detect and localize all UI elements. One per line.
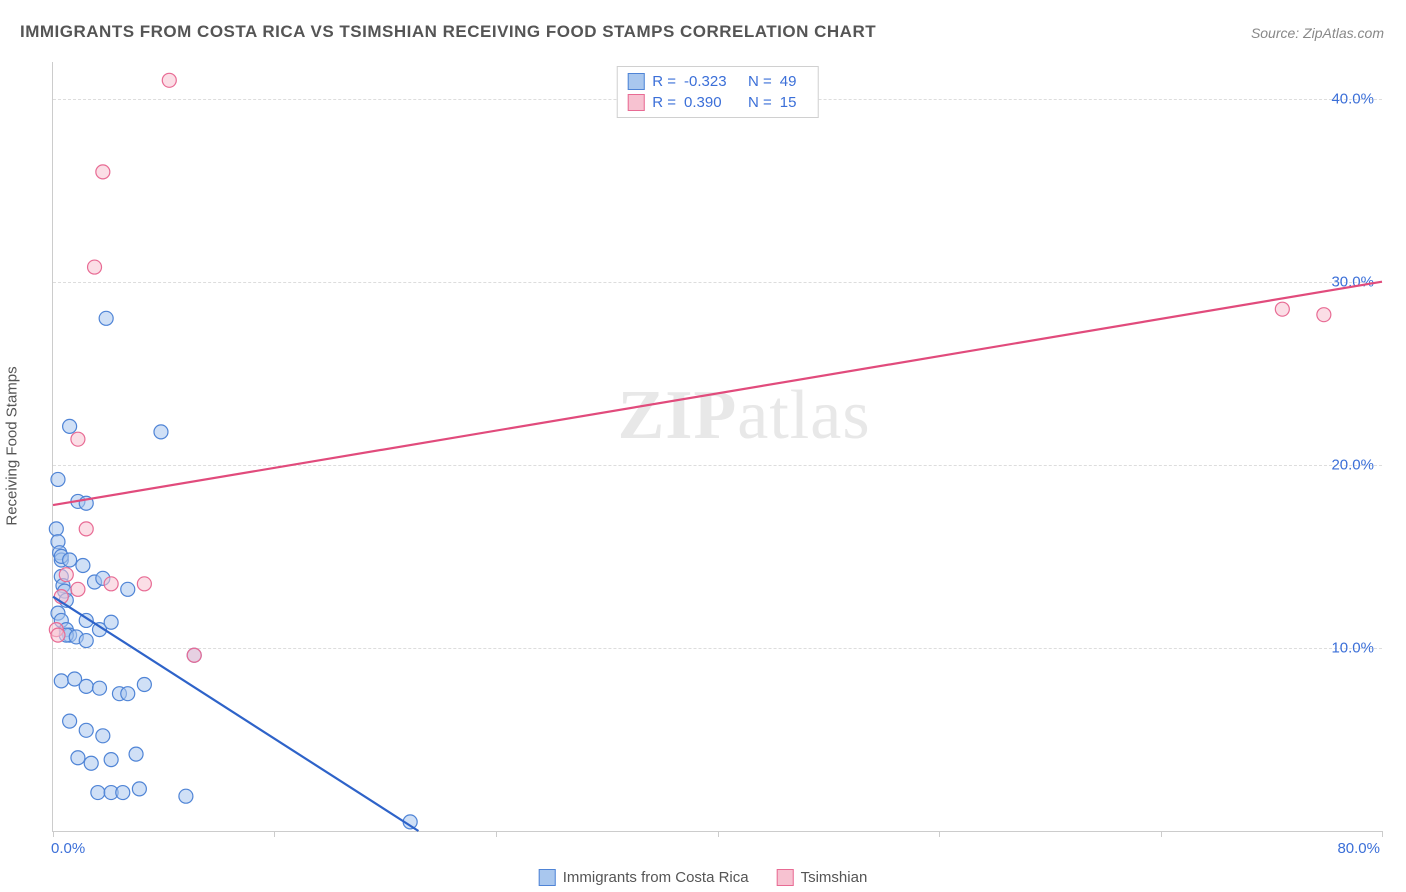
data-point [63, 553, 77, 567]
plot-area: ZIPatlas R = -0.323 N = 49 R = 0.390 N =… [52, 62, 1382, 832]
legend-label: Immigrants from Costa Rica [563, 869, 749, 886]
data-point [121, 687, 135, 701]
data-point [63, 419, 77, 433]
data-point [71, 582, 85, 596]
data-point [104, 753, 118, 767]
data-point [91, 786, 105, 800]
data-point [71, 751, 85, 765]
x-tick [53, 831, 54, 837]
n-label: N = [748, 73, 772, 90]
data-point [132, 782, 146, 796]
y-axis-title: Receiving Food Stamps [4, 366, 21, 525]
chart-title: IMMIGRANTS FROM COSTA RICA VS TSIMSHIAN … [20, 22, 876, 42]
data-point [162, 73, 176, 87]
x-tick [1382, 831, 1383, 837]
data-point [49, 522, 63, 536]
x-tick-label: 80.0% [1337, 840, 1380, 857]
legend-series: Immigrants from Costa Rica Tsimshian [539, 869, 868, 886]
data-point [79, 522, 93, 536]
data-point [187, 648, 201, 662]
x-tick [718, 831, 719, 837]
data-point [137, 678, 151, 692]
data-point [76, 559, 90, 573]
data-point [129, 747, 143, 761]
data-point [79, 679, 93, 693]
data-point [104, 577, 118, 591]
data-point [104, 615, 118, 629]
legend-swatch-icon [627, 94, 644, 111]
scatter-svg [53, 62, 1382, 831]
data-point [79, 723, 93, 737]
n-label: N = [748, 94, 772, 111]
data-point [116, 786, 130, 800]
x-tick [274, 831, 275, 837]
legend-item: Tsimshian [777, 869, 868, 886]
legend-correlation: R = -0.323 N = 49 R = 0.390 N = 15 [616, 66, 819, 118]
data-point [59, 568, 73, 582]
data-point [88, 260, 102, 274]
legend-swatch-icon [627, 73, 644, 90]
data-point [71, 432, 85, 446]
data-point [96, 729, 110, 743]
x-tick-label: 0.0% [51, 840, 85, 857]
data-point [99, 311, 113, 325]
data-point [79, 634, 93, 648]
data-point [84, 756, 98, 770]
data-point [51, 628, 65, 642]
data-point [96, 165, 110, 179]
r-value: -0.323 [684, 73, 740, 90]
legend-label: Tsimshian [801, 869, 868, 886]
legend-swatch-icon [539, 869, 556, 886]
r-label: R = [652, 73, 676, 90]
data-point [51, 472, 65, 486]
legend-row: R = -0.323 N = 49 [627, 71, 804, 92]
source-label: Source: ZipAtlas.com [1251, 25, 1384, 41]
legend-row: R = 0.390 N = 15 [627, 92, 804, 113]
data-point [63, 714, 77, 728]
x-tick [496, 831, 497, 837]
chart-container: IMMIGRANTS FROM COSTA RICA VS TSIMSHIAN … [0, 0, 1406, 892]
r-value: 0.390 [684, 94, 740, 111]
r-label: R = [652, 94, 676, 111]
data-point [179, 789, 193, 803]
n-value: 15 [780, 94, 804, 111]
data-point [137, 577, 151, 591]
legend-item: Immigrants from Costa Rica [539, 869, 749, 886]
data-point [54, 674, 68, 688]
data-point [154, 425, 168, 439]
data-point [93, 681, 107, 695]
x-tick [1161, 831, 1162, 837]
data-point [1275, 302, 1289, 316]
data-point [1317, 308, 1331, 322]
data-point [121, 582, 135, 596]
n-value: 49 [780, 73, 804, 90]
legend-swatch-icon [777, 869, 794, 886]
x-tick [939, 831, 940, 837]
trend-line [53, 282, 1382, 505]
